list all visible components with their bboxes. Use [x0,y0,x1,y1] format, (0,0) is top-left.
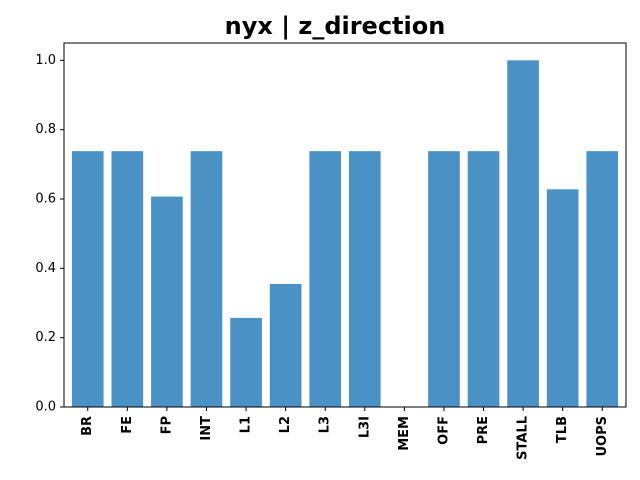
x-tick-label-uops: UOPS [595,416,610,457]
x-tick-label-l3i: L3I [357,416,372,438]
x-tick-label-fp: FP [159,416,174,434]
x-tick-label-l2: L2 [278,416,293,433]
bar-fp [151,196,183,407]
y-tick-label: 0.2 [35,330,56,345]
x-tick-label-br: BR [80,416,95,436]
bar-l3i [348,151,381,407]
bar-off [428,151,460,407]
y-tick-label: 0.4 [35,261,56,276]
y-axis: 0.0 0.2 0.4 0.6 0.8 1.0 [35,53,64,415]
x-tick-label-l3: L3 [318,416,333,433]
x-axis: BR FE FP INT L1 L2 L3 L3I MEM OFF PRE STALL TLB UOPS [80,407,610,460]
bar-tlb [546,189,579,407]
bar-l1 [230,317,262,407]
x-tick-label-l1: L1 [239,416,254,433]
y-tick-label: 0.6 [35,192,56,207]
x-tick-label-tlb: TLB [555,416,570,443]
bars-group [71,60,619,407]
x-tick-label-off: OFF [436,416,451,445]
bar-stall [507,60,539,407]
y-tick-label: 1.0 [35,53,56,68]
bar-pre [467,151,500,407]
y-tick-label: 0.0 [35,400,56,415]
bar-int [190,151,223,407]
bar-uops [586,151,619,407]
y-tick-label: 0.8 [35,122,56,137]
x-tick-label-stall: STALL [516,416,531,460]
x-tick-label-fe: FE [120,416,135,434]
chart-title: nyx | z_direction [225,12,446,40]
bar-fe [111,151,144,407]
x-tick-label-pre: PRE [476,416,491,444]
plot-frame [63,42,627,408]
x-tick-label-mem: MEM [397,416,412,451]
bar-l2 [269,283,302,407]
bar-br [71,151,104,407]
x-tick-label-int: INT [199,416,214,441]
bar-l3 [309,151,342,407]
